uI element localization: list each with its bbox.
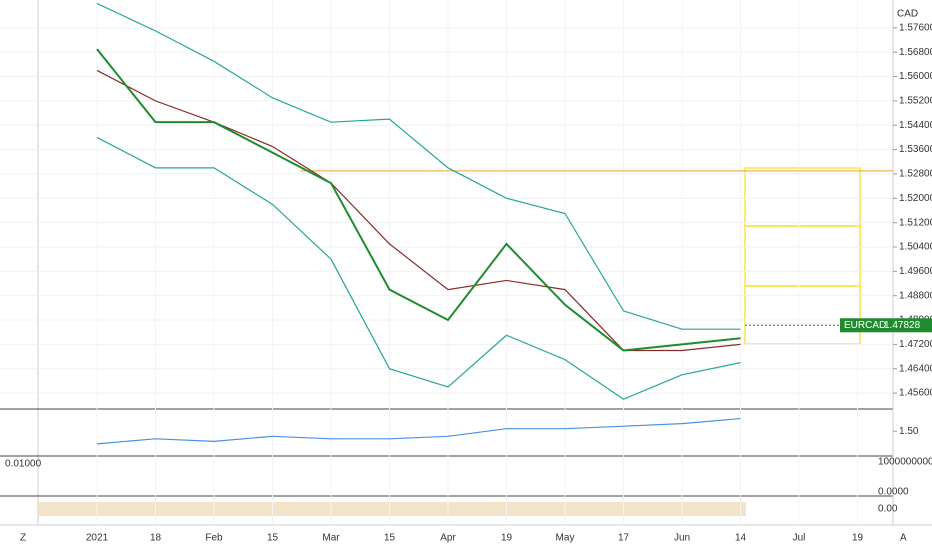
toolbar-button[interactable]: Z: [20, 533, 26, 544]
series-line: [96, 136, 741, 400]
x-tick-label: 18: [150, 533, 162, 544]
y-tick-label: 1.48800: [899, 290, 932, 301]
x-tick-label: Jun: [674, 533, 690, 544]
y-tick-label: 1.56000: [899, 71, 932, 82]
oscillator-band: [38, 502, 746, 516]
currency-label: CAD: [897, 9, 918, 20]
x-tick-label: Jul: [793, 533, 806, 544]
y-tick-label: 1.57600: [899, 22, 932, 33]
x-tick-label: 2021: [86, 533, 109, 544]
x-tick-label: 17: [618, 533, 630, 544]
y-tick-label: 1.50400: [899, 242, 932, 253]
y-tick-label: 1.51200: [899, 217, 932, 228]
y-tick-label: 1.53600: [899, 144, 932, 155]
series-line: [96, 417, 741, 445]
y-tick-label: 1.46400: [899, 363, 932, 374]
y-tick-label: 1.52000: [899, 193, 932, 204]
x-tick-label: May: [556, 533, 575, 544]
toolbar-button[interactable]: A: [900, 533, 907, 544]
x-tick-label: 19: [852, 533, 864, 544]
y-tick-label: 1.55200: [899, 96, 932, 107]
x-tick-label: 15: [384, 533, 396, 544]
series-line: [96, 48, 741, 352]
x-tick-label: 15: [267, 533, 279, 544]
volume-bottom-label: 0.0000: [878, 487, 909, 498]
y-tick-label: 1.52800: [899, 169, 932, 180]
volume-top-label: 1000000000.0000: [878, 457, 932, 468]
price-tag-value: 1.47828: [884, 320, 921, 331]
x-tick-label: Apr: [440, 533, 456, 544]
price-tag-bg: [840, 318, 932, 333]
series-line: [96, 2, 741, 330]
volume-left-label: 0.01000: [5, 459, 42, 470]
x-tick-label: Feb: [205, 533, 223, 544]
y-tick-label: 1.56800: [899, 47, 932, 58]
x-tick-label: 14: [735, 533, 747, 544]
x-tick-label: Mar: [322, 533, 340, 544]
y-tick-label: 1.50: [899, 426, 919, 437]
price-tag-symbol: EURCAD: [844, 320, 886, 331]
y-tick-label: 1.47200: [899, 339, 932, 350]
x-tick-label: 19: [501, 533, 513, 544]
y-tick-label: 1.45600: [899, 388, 932, 399]
y-tick-label: 1.49600: [899, 266, 932, 277]
oscillator-label: 0.00: [878, 504, 898, 515]
series-line: [96, 69, 741, 352]
y-tick-label: 1.54400: [899, 120, 932, 131]
